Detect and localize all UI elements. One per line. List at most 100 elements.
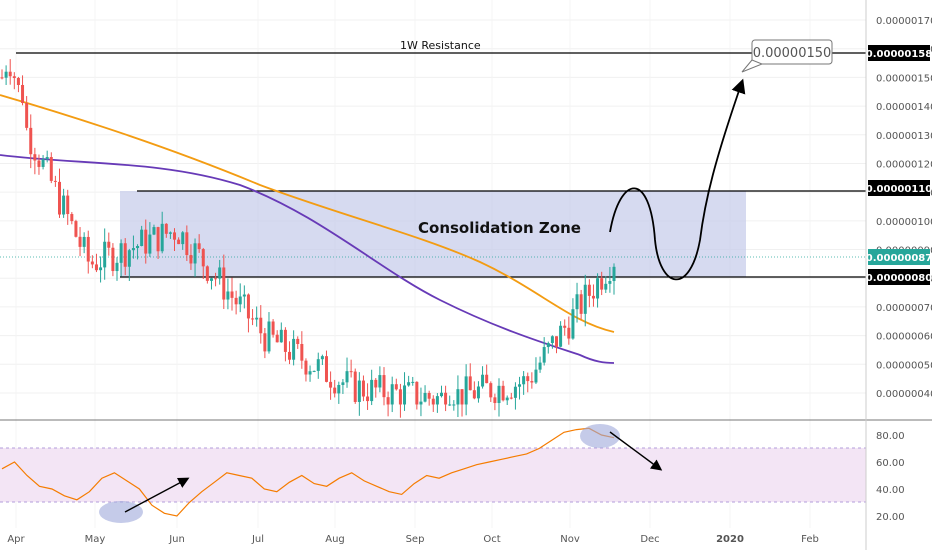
candle-body bbox=[230, 291, 234, 298]
time-tick-label: Dec bbox=[640, 534, 659, 545]
candle-body bbox=[197, 243, 201, 250]
candle-body bbox=[546, 343, 550, 348]
candle-body bbox=[292, 338, 296, 360]
candle-body bbox=[316, 359, 320, 371]
candle-body bbox=[600, 278, 604, 290]
candle-body bbox=[394, 384, 398, 390]
candle-body bbox=[82, 236, 86, 247]
candle-body bbox=[448, 404, 452, 406]
candle-body bbox=[481, 374, 485, 387]
price-label-zone-top: 0.00000110 bbox=[866, 184, 932, 195]
candle-body bbox=[398, 389, 402, 405]
price-label-box bbox=[868, 45, 930, 61]
price-tick-label: 0.00000100 bbox=[876, 217, 932, 228]
candle-body bbox=[518, 384, 522, 387]
candle-body bbox=[308, 371, 312, 375]
candle-body bbox=[283, 329, 287, 352]
candle-body bbox=[439, 392, 443, 397]
candle-body bbox=[476, 386, 480, 399]
candle-body bbox=[16, 78, 20, 85]
candle-body bbox=[337, 384, 341, 394]
time-tick-label: Feb bbox=[801, 534, 819, 545]
candle-body bbox=[53, 180, 57, 182]
price-tick-label: 0.00000040 bbox=[876, 389, 932, 400]
candle-body bbox=[407, 382, 411, 386]
candle-body bbox=[189, 255, 193, 264]
candle-body bbox=[201, 249, 205, 267]
candle-body bbox=[251, 318, 255, 320]
candle-body bbox=[534, 369, 538, 383]
candle-body bbox=[513, 386, 517, 398]
candle-body bbox=[374, 379, 378, 388]
candle-body bbox=[41, 159, 45, 167]
candle-body bbox=[226, 291, 230, 300]
candle-body bbox=[238, 296, 242, 305]
candle-body bbox=[37, 160, 41, 167]
price-tick-label: 0.00000170 bbox=[876, 16, 932, 27]
rsi-tick-label: 40.00 bbox=[876, 485, 905, 496]
candle-body bbox=[612, 266, 616, 282]
candle-body bbox=[29, 127, 33, 155]
candle-body bbox=[66, 195, 70, 215]
candle-body bbox=[152, 227, 156, 235]
price-label-resistance: 0.00000158 bbox=[866, 49, 932, 60]
candle-body bbox=[246, 294, 250, 319]
candle-body bbox=[131, 248, 135, 251]
candle-body bbox=[366, 396, 370, 402]
target-callout-value: 0.00000150 bbox=[753, 46, 832, 61]
candle-body bbox=[222, 267, 226, 300]
candle-body bbox=[411, 381, 415, 383]
time-tick-label: Sep bbox=[406, 534, 425, 545]
candle-body bbox=[218, 267, 222, 279]
time-tick-label: Nov bbox=[560, 534, 580, 545]
candle-body bbox=[160, 223, 164, 252]
candle-body bbox=[99, 267, 103, 271]
candle-body bbox=[608, 281, 612, 284]
candle-body bbox=[0, 77, 4, 79]
candle-body bbox=[460, 389, 464, 405]
candle-body bbox=[148, 234, 152, 254]
candle-body bbox=[173, 232, 177, 240]
candle-body bbox=[530, 381, 534, 383]
candle-body bbox=[271, 321, 275, 335]
candle-body bbox=[493, 397, 497, 404]
candle-body bbox=[177, 239, 181, 245]
candle-body bbox=[62, 195, 66, 215]
candle-body bbox=[320, 356, 324, 360]
ma-purple bbox=[0, 154, 615, 364]
candle-body bbox=[58, 181, 62, 215]
candle-body bbox=[472, 390, 476, 399]
candle-body bbox=[497, 385, 501, 404]
candle-body bbox=[164, 223, 168, 234]
candle-body bbox=[579, 294, 583, 314]
candle-body bbox=[168, 232, 172, 234]
price-tick-label: 0.00000070 bbox=[876, 303, 932, 314]
candle-body bbox=[591, 295, 595, 299]
price-labels: 0.00000158 0.00000110 0.00000087 0.00000080 bbox=[866, 45, 932, 285]
candle-body bbox=[181, 232, 185, 245]
candle-body bbox=[193, 243, 197, 264]
candle-body bbox=[501, 385, 505, 401]
price-tick-label: 0.00000060 bbox=[876, 332, 932, 343]
candle-body bbox=[415, 381, 419, 405]
candle-body bbox=[571, 309, 575, 339]
price-label-box bbox=[868, 269, 930, 285]
time-tick-label: 2020 bbox=[716, 534, 744, 545]
target-callout: 0.00000150 bbox=[741, 39, 833, 73]
price-tick-label: 0.00000150 bbox=[876, 73, 932, 84]
candle-body bbox=[604, 283, 608, 290]
candle-body bbox=[90, 261, 94, 265]
candle-body bbox=[33, 154, 37, 161]
candle-body bbox=[209, 278, 213, 281]
candle-body bbox=[103, 241, 107, 268]
candle-body bbox=[8, 71, 12, 77]
candle-body bbox=[427, 392, 431, 399]
candle-body bbox=[456, 389, 460, 405]
candle-body bbox=[509, 397, 513, 399]
candle-body bbox=[563, 325, 567, 328]
consolidation-zone bbox=[120, 191, 746, 277]
rsi-line bbox=[1, 427, 615, 517]
candle-body bbox=[370, 379, 374, 402]
candle-body bbox=[119, 243, 123, 263]
